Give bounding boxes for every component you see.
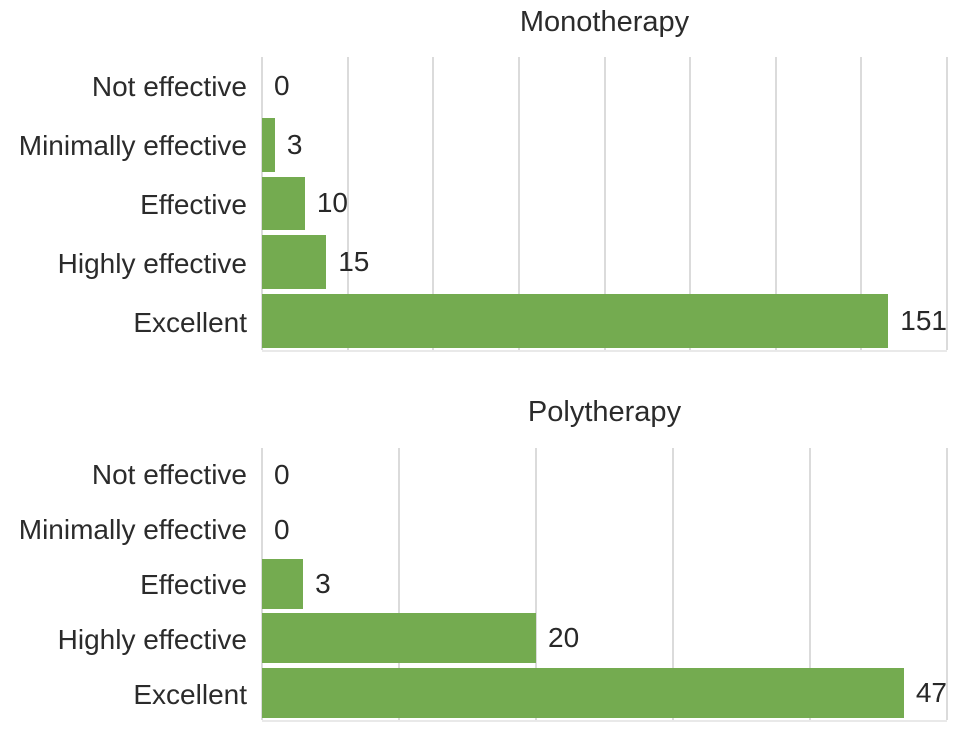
bar-row: 10 (262, 174, 947, 233)
bar-row: 47 (262, 666, 947, 720)
gridline (809, 448, 811, 720)
category-label: Excellent (133, 306, 247, 338)
category-label: Not effective (91, 70, 247, 102)
bar-row: 3 (262, 116, 947, 175)
plot-area: 0 3 10 15 151 (261, 57, 948, 352)
gridline (535, 448, 537, 720)
value-label: 0 (274, 513, 290, 545)
category-label: Highly effective (57, 623, 247, 655)
bar-row: 151 (262, 291, 947, 350)
gridline (774, 57, 777, 350)
bar-row: 20 (262, 611, 947, 665)
gridline (672, 448, 674, 720)
bar-row: 15 (262, 233, 947, 292)
value-label: 3 (315, 568, 331, 600)
gridline (517, 57, 520, 350)
bar-row: 0 (262, 57, 947, 116)
bar-row: 3 (262, 557, 947, 611)
value-label: 15 (338, 246, 370, 278)
category-label: Not effective (91, 459, 247, 491)
category-label: Excellent (133, 678, 247, 710)
bar (262, 613, 536, 664)
gridline (946, 448, 948, 720)
value-label: 20 (548, 622, 580, 654)
category-label: Highly effective (57, 247, 247, 279)
bar-row: 0 (262, 448, 947, 502)
gridline (346, 57, 349, 350)
plot-wrap: Not effective Minimally effective Effectiv… (0, 57, 948, 352)
category-label: Minimally effective (18, 129, 247, 161)
polytherapy-chart: Polytherapy Not effective Minimally effec… (0, 390, 969, 741)
gridline (946, 57, 948, 350)
plot-area: 0 0 3 20 47 (261, 448, 948, 722)
bar (262, 117, 275, 172)
plot-wrap: Not effective Minimally effective Effectiv… (0, 448, 948, 722)
chart-title: Polytherapy (527, 396, 682, 428)
bar (262, 176, 305, 231)
category-label: Effective (140, 568, 247, 600)
category-label: Effective (140, 188, 247, 220)
value-label: 151 (900, 304, 947, 336)
gridline (689, 57, 692, 350)
gridline (603, 57, 606, 350)
value-label: 3 (286, 128, 303, 160)
chart-title: Monotherapy (519, 6, 690, 38)
value-label: 0 (274, 459, 290, 491)
monotherapy-chart: Monotherapy Not effective Minimally effec… (0, 0, 969, 370)
gridline (860, 57, 863, 350)
value-label: 47 (915, 676, 947, 708)
value-label: 0 (274, 70, 290, 102)
category-labels-column: Not effective Minimally effective Effectiv… (0, 57, 262, 352)
bar (262, 293, 889, 348)
bar (262, 558, 304, 610)
bar (262, 667, 904, 718)
bar-rows: 0 3 10 15 151 (262, 57, 947, 350)
bar-rows: 0 0 3 20 47 (262, 448, 947, 720)
gridline (398, 448, 400, 720)
gridline (432, 57, 435, 350)
bar (262, 235, 327, 290)
category-label: Minimally effective (18, 514, 247, 546)
value-label: 10 (316, 187, 348, 219)
bar-row: 0 (262, 502, 947, 556)
category-labels-column: Not effective Minimally effective Effectiv… (0, 448, 262, 722)
